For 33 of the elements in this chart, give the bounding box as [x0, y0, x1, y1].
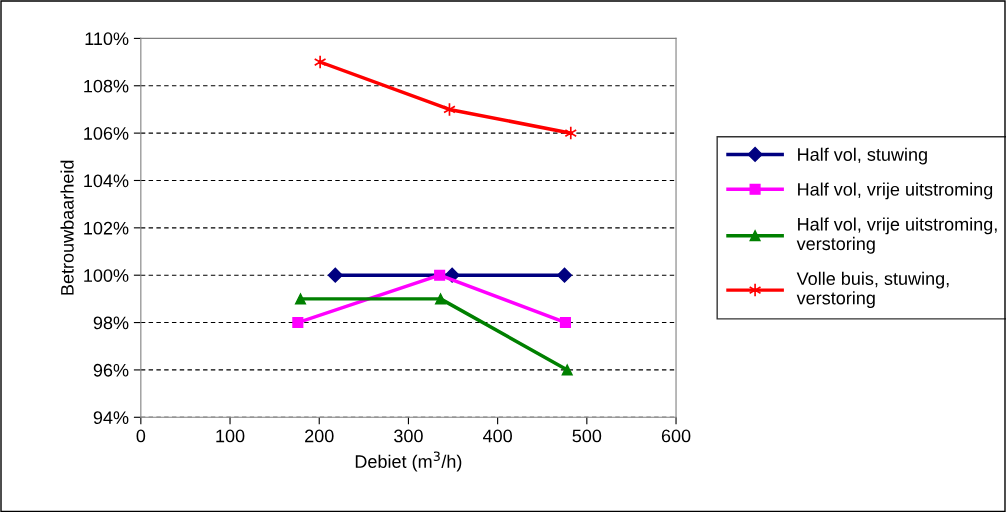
point: [292, 317, 304, 329]
x-tick-label: 500: [572, 429, 602, 443]
y-axis-title: Betrouwbaarheid: [60, 160, 74, 295]
x-tick-label: 0: [136, 429, 146, 443]
legend-label: Half vol, vrije uitstroming, verstoring: [796, 217, 997, 254]
x-tick-label: 100: [216, 429, 245, 443]
y-tick-label: 102%: [84, 221, 129, 235]
point: [559, 317, 571, 329]
point: [294, 293, 307, 305]
legend-label: Half vol, stuwing: [798, 147, 927, 165]
point: [443, 102, 456, 117]
y-tick-label: 108%: [84, 79, 129, 93]
legend-label: Half vol, vrije uitstroming: [798, 182, 993, 200]
x-axis-title: Debiet (m$^{3}$/h): [355, 451, 462, 472]
x-tick-label: 300: [394, 429, 423, 443]
x-tick-label: 600: [661, 429, 691, 443]
y-tick-label: 96%: [93, 363, 129, 377]
point: [561, 364, 573, 376]
legend-label: Volle buis, stuwing, verstoring: [796, 271, 949, 309]
point: [434, 293, 447, 305]
x-tick-label: 400: [482, 429, 512, 443]
point: [564, 126, 578, 141]
y-tick-label: 100%: [84, 269, 129, 282]
point: [556, 267, 573, 283]
x-tick-label: 200: [305, 429, 334, 443]
point: [327, 267, 343, 283]
y-tick-label: 106%: [84, 127, 129, 140]
point: [313, 54, 327, 70]
y-tick-label: 94%: [93, 411, 129, 424]
y-tick-label: 110%: [85, 32, 129, 46]
y-tick-label: 104%: [84, 174, 129, 188]
y-tick-label: 98%: [93, 316, 129, 330]
point: [434, 269, 446, 281]
